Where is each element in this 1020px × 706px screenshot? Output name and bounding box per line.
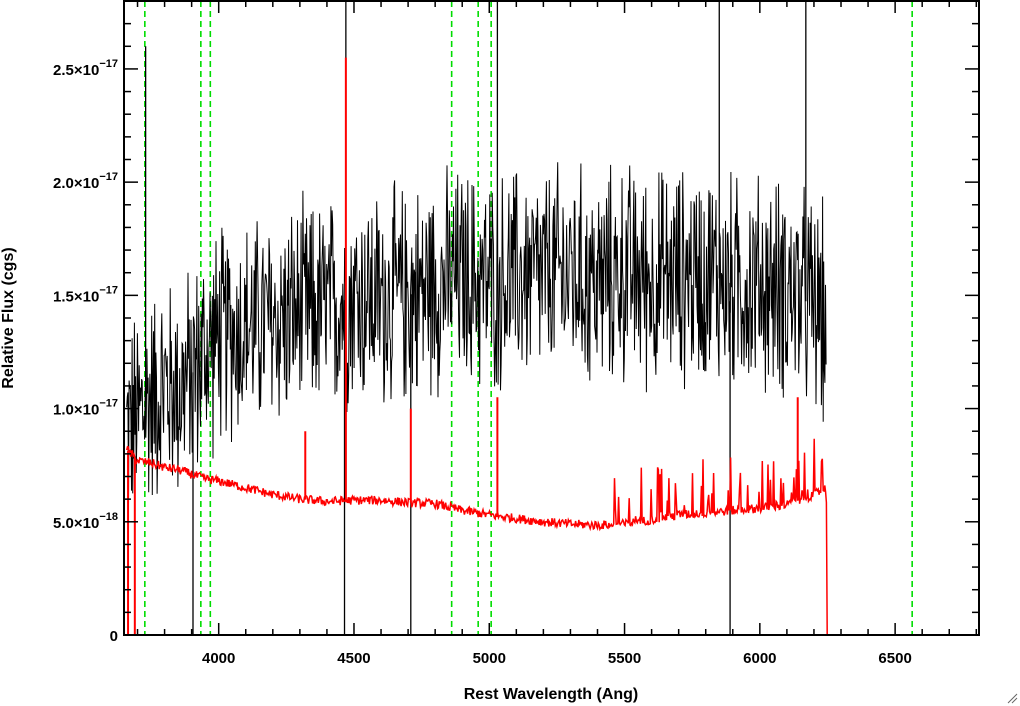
x-axis-ticks: 4000 4500 5000 5500 6000 6500 xyxy=(136,1,978,667)
x-tick-label: 5000 xyxy=(473,650,506,667)
reference-lines xyxy=(144,1,913,635)
x-tick-label: 6500 xyxy=(878,650,911,667)
model-spectrum xyxy=(125,57,979,635)
x-tick-label: 6000 xyxy=(743,650,776,667)
x-tick-label: 4000 xyxy=(202,650,235,667)
observed-spectrum xyxy=(126,1,827,635)
x-tick-label: 4500 xyxy=(337,650,370,667)
y-tick-label: 5.0×10−18 xyxy=(53,511,118,532)
resize-grip-icon[interactable] xyxy=(1006,692,1018,704)
x-axis-title: Rest Wavelength (Ang) xyxy=(464,686,639,703)
model-spectrum-line xyxy=(125,438,979,635)
y-tick-label: 2.0×10−17 xyxy=(53,171,118,192)
y-tick-label: 1.0×10−17 xyxy=(53,398,118,419)
x-tick-label: 5500 xyxy=(608,650,641,667)
y-tick-label: 1.5×10−17 xyxy=(53,284,118,305)
observed-spectrum-line xyxy=(126,162,827,507)
y-axis-ticks: 0 5.0×10−18 1.0×10−17 1.5×10−17 2.0×10−17 2.5… xyxy=(53,0,979,645)
y-axis-title: Relative Flux (cgs) xyxy=(0,247,17,388)
y-tick-label: 0 xyxy=(110,628,118,645)
y-tick-label: 2.5×10−17 xyxy=(53,58,118,79)
